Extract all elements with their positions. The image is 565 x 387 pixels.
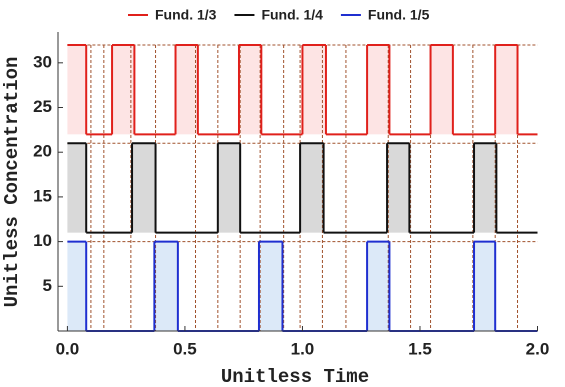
- pulse-fill: [495, 44, 518, 135]
- y-axis-label: Unitless Concentration: [1, 57, 23, 308]
- pulse-fill: [132, 143, 156, 233]
- pulse-fill: [175, 44, 198, 135]
- pulse-fill: [67, 143, 87, 233]
- pulse-fill: [474, 143, 497, 233]
- pulse-fill: [367, 44, 390, 135]
- x-axis-label: Unitless Time: [221, 366, 369, 387]
- pulse-fill: [474, 241, 496, 331]
- x-tick-label: 1.0: [291, 339, 315, 358]
- x-tick-label: 0.5: [173, 339, 197, 358]
- x-tick-label: 1.5: [408, 339, 432, 358]
- pulse-fill: [67, 241, 87, 331]
- pulse-fill: [387, 143, 410, 233]
- y-tick-label: 15: [33, 186, 52, 205]
- pulse-fill: [367, 241, 390, 331]
- pulse-fill: [67, 44, 87, 135]
- y-tick-label: 30: [33, 52, 52, 71]
- pulse-fill: [154, 241, 178, 331]
- pulse-fill: [300, 143, 324, 233]
- y-tick-label: 25: [33, 97, 52, 116]
- pulse-fill: [430, 44, 453, 135]
- pulse-fill: [217, 143, 241, 233]
- x-tick-label: 2.0: [526, 339, 550, 358]
- pulse-fill: [238, 44, 262, 135]
- x-tick-label: 0.0: [56, 339, 80, 358]
- pulse-fill: [112, 44, 135, 135]
- legend-label: Fund. 1/4: [261, 7, 323, 23]
- legend-label: Fund. 1/3: [155, 7, 217, 23]
- legend-label: Fund. 1/5: [368, 7, 430, 23]
- y-tick-label: 5: [43, 276, 52, 295]
- pulse-fill: [258, 241, 283, 331]
- y-tick-label: 10: [33, 231, 52, 250]
- y-tick-label: 20: [33, 142, 52, 161]
- pulse-fill: [302, 44, 326, 135]
